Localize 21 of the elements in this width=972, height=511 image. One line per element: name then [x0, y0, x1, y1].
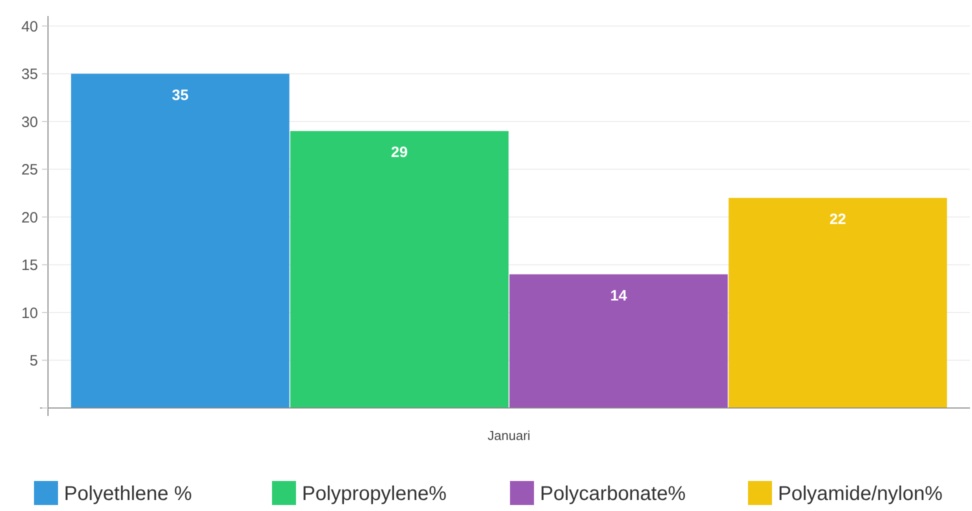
legend-label: Polypropylene%	[302, 483, 447, 505]
y-tick-label: 5	[30, 352, 38, 370]
y-tick-label: 30	[21, 114, 38, 131]
y-tick-label: 10	[21, 304, 38, 322]
bar	[509, 274, 728, 408]
bar	[71, 74, 290, 408]
x-tick-label: Januari	[488, 428, 530, 443]
data-label: 22	[829, 210, 846, 228]
data-label: 35	[172, 86, 189, 104]
bar	[290, 131, 509, 408]
y-tick-label: 20	[21, 209, 38, 226]
y-tick-label: 40	[21, 18, 38, 36]
y-tick-label: 35	[21, 66, 38, 83]
y-tick-label: 15	[21, 257, 38, 274]
data-label: 29	[391, 144, 408, 162]
data-label: 14	[610, 287, 628, 304]
bar	[728, 198, 947, 408]
y-tick-label: 25	[21, 162, 38, 178]
legend-label: Polyamide/nylon%	[778, 483, 943, 505]
legend-label: Polyethlene %	[64, 483, 192, 505]
legend-label: Polycarbonate%	[540, 483, 686, 505]
